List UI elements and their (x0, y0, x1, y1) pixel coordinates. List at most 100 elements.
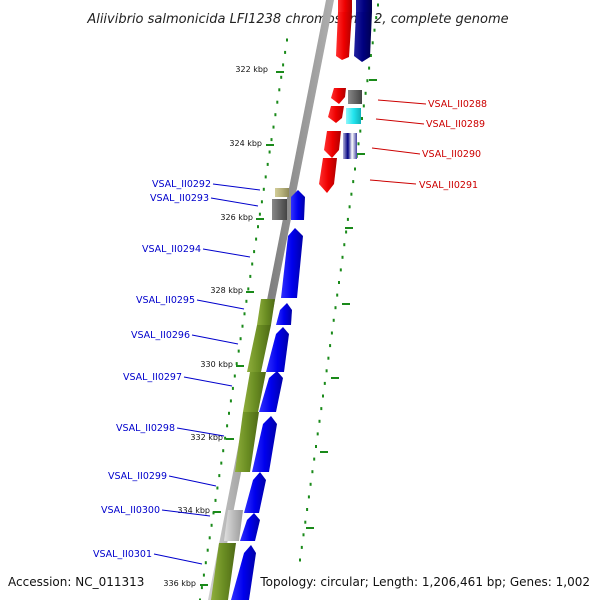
dot (311, 470, 314, 474)
dot (278, 88, 281, 92)
dot (284, 50, 287, 54)
gene-navy-partial-cap (356, 0, 372, 12)
map-title: Aliivibrio salmonicida LFI1238 chromosom… (86, 12, 508, 27)
dot (375, 16, 378, 20)
tick-label: 322 kbp (235, 65, 268, 74)
tick-label: 328 kbp (210, 286, 243, 295)
gene-green-box (235, 412, 259, 472)
dot (206, 548, 209, 552)
gene-VSAL_II0291 (319, 158, 337, 193)
dot (210, 523, 213, 527)
gene-VSAL_II0298 (252, 416, 277, 472)
dot (330, 331, 333, 335)
dot (243, 312, 246, 316)
reverse-strand-genes (319, 88, 362, 193)
dot (316, 432, 319, 436)
tick-label: 336 kbp (163, 579, 196, 588)
dot (327, 356, 330, 360)
dot (369, 54, 372, 57)
dot (199, 598, 201, 600)
gene-green-box (247, 325, 271, 372)
dot (359, 129, 362, 133)
dot (220, 461, 223, 465)
dot (202, 573, 205, 577)
gene-VSAL_II0294 (281, 228, 303, 298)
dot (299, 558, 301, 562)
gene-label: VSAL_II0297 (123, 372, 182, 383)
dot (322, 394, 324, 398)
gene-label: VSAL_II0296 (131, 330, 190, 341)
gene-red-partial (336, 12, 352, 60)
dot (343, 243, 346, 247)
tick-label: 326 kbp (220, 213, 253, 222)
tick-label: 324 kbp (229, 139, 262, 148)
dot (251, 262, 254, 266)
dot (368, 66, 371, 70)
gene-VSAL_II0292 (291, 190, 305, 220)
gene-green-box (257, 299, 275, 325)
dot (318, 419, 321, 423)
gene-VSAL_II0299 (244, 472, 266, 513)
dot (216, 486, 219, 490)
dot (377, 3, 379, 7)
gene-cyan-box (346, 108, 361, 124)
gene-label: VSAL_II0292 (152, 179, 211, 190)
dot (341, 255, 344, 259)
dot (364, 91, 367, 95)
dot (323, 381, 326, 385)
dot (257, 225, 259, 229)
dot (226, 424, 229, 428)
gene-VSAL_II0296 (266, 327, 289, 372)
forward-strand-boxes (211, 188, 289, 600)
gene-features-top (336, 0, 372, 62)
topology-summary-text: Topology: circular; Length: 1,206,461 bp… (259, 575, 590, 589)
gene-label: VSAL_II0295 (136, 295, 195, 306)
dot (282, 63, 285, 67)
dot (233, 374, 236, 378)
gene-label: VSAL_II0293 (150, 193, 209, 204)
gene-label: VSAL_II0299 (108, 471, 167, 482)
dot (329, 344, 332, 348)
gene-VSAL_II0290 (324, 131, 341, 158)
dot (320, 407, 323, 411)
gene-navy-partial (354, 12, 372, 62)
gene-lightgray-box (224, 510, 243, 541)
dot (229, 399, 232, 403)
dot (276, 100, 279, 104)
dot (235, 362, 238, 366)
gene-label: VSAL_II0294 (142, 244, 201, 255)
dot (309, 482, 312, 486)
dot (345, 230, 348, 234)
gene-label: VSAL_II0298 (116, 423, 175, 434)
gene-gray-box (348, 90, 362, 104)
outer-ticks (306, 79, 377, 529)
dot (338, 281, 340, 284)
dot (348, 205, 351, 209)
gene-VSAL_II0288 (331, 88, 346, 104)
dot (228, 411, 230, 415)
dot (304, 520, 307, 524)
dot (266, 162, 269, 166)
dot (239, 337, 242, 341)
outer-dotted-line (299, 3, 379, 562)
dot (371, 41, 374, 45)
dot (255, 237, 258, 241)
dot (222, 449, 225, 453)
dot (306, 508, 309, 511)
scale-ticks: 322 kbp 324 kbp 326 kbp 328 kbp 330 kbp … (163, 65, 284, 588)
dot (332, 318, 335, 322)
gene-label: VSAL_II0289 (426, 119, 485, 130)
gene-VSAL_II0300 (240, 513, 260, 541)
forward-gene-labels: VSAL_II0292 VSAL_II0293 VSAL_II0294 VSAL… (93, 179, 261, 565)
dot (339, 268, 342, 272)
gene-VSAL_II0297 (259, 371, 283, 412)
gene-VSAL_II0295 (276, 303, 292, 325)
gene-label: VSAL_II0300 (101, 505, 160, 516)
gene-VSAL_II0289 (328, 106, 344, 123)
dot (350, 192, 353, 196)
dot (280, 75, 283, 79)
dot (373, 28, 376, 32)
tick-label: 334 kbp (177, 506, 210, 515)
dot (204, 561, 207, 565)
